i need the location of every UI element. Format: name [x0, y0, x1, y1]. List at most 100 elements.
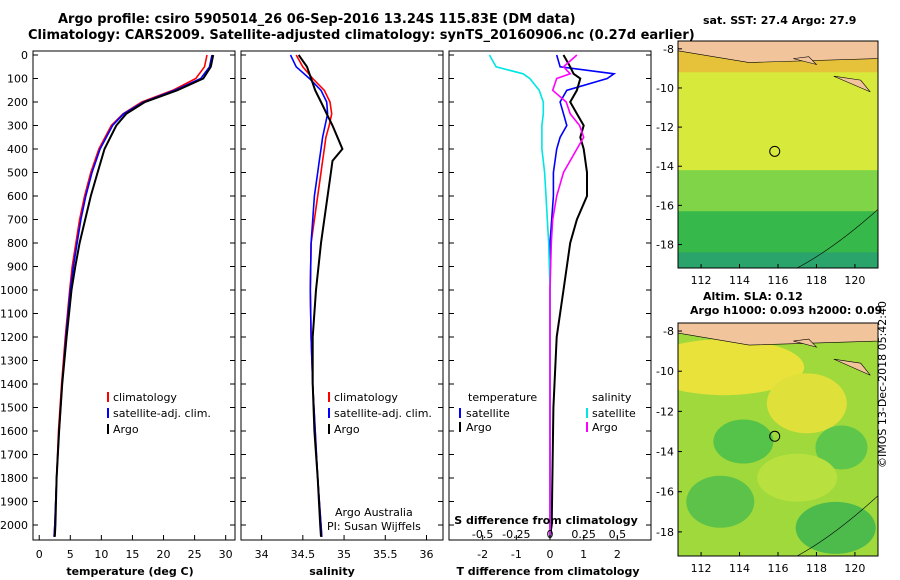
- map-lon-tick-label: 118: [806, 562, 827, 575]
- map-lat-tick-label: -10: [656, 82, 674, 95]
- temperature-axis-tick-label: 15: [125, 548, 139, 561]
- map-lon-tick-label: 112: [691, 562, 712, 575]
- salinity-difference-tick-label: 0: [547, 528, 554, 541]
- sla-low: [713, 419, 774, 464]
- temperature-legend-label: Argo: [113, 423, 139, 436]
- map-lon-tick-label: 114: [729, 562, 750, 575]
- salinity-line-satellite-adj--clim-: [289, 54, 329, 537]
- salinity-axis-tick-label: 36: [420, 548, 434, 561]
- land-sumbawa: [793, 56, 818, 66]
- difference-legend-left-label: Argo: [466, 421, 492, 434]
- difference-legend-right-label: satellite: [592, 407, 636, 420]
- temperature-difference-axis-tick-label: -2: [477, 548, 488, 561]
- depth-tick-label: 1900: [0, 496, 28, 509]
- temperature-panel: [32, 50, 236, 541]
- depth-tick-label: 400: [7, 143, 28, 156]
- map-lat-tick-label: -8: [663, 43, 674, 56]
- land-sumbawa: [793, 338, 818, 348]
- sla-mid: [757, 453, 838, 502]
- temperature-difference-axis-tick-label: 1: [580, 548, 587, 561]
- temperature-legend-label: climatology: [113, 391, 177, 404]
- sla-low: [795, 501, 876, 554]
- map-lat-tick-label: -16: [656, 199, 674, 212]
- salinity-axis-title: salinity: [309, 565, 355, 578]
- salinity-legend-label: satellite-adj. clim.: [334, 407, 432, 420]
- depth-tick-label: 300: [7, 120, 28, 133]
- depth-tick-label: 1700: [0, 449, 28, 462]
- map-lon-tick-label: 120: [844, 562, 865, 575]
- sst-map-title: sat. SST: 27.4 Argo: 27.9: [703, 14, 857, 27]
- salinity-difference-tick-label: 0.5: [609, 528, 627, 541]
- difference-line-s-satellite: [488, 54, 551, 537]
- depth-tick-label: 1400: [0, 378, 28, 391]
- depth-tick-label: 1500: [0, 402, 28, 415]
- depth-tick-label: 1300: [0, 355, 28, 368]
- temperature-line-climatology: [53, 54, 208, 537]
- salinity-axis-tick-label: 35: [337, 548, 351, 561]
- land-java: [678, 323, 878, 346]
- temperature-axis-tick-label: 20: [157, 548, 171, 561]
- temperature-axis-tick-label: 0: [36, 548, 43, 561]
- temperature-axis-tick-label: 10: [94, 548, 108, 561]
- temperature-difference-axis-title: T difference from climatology: [456, 565, 639, 578]
- temperature-legend-label: satellite-adj. clim.: [113, 407, 211, 420]
- temperature-axis-tick-label: 25: [188, 548, 202, 561]
- map-lon-tick-label: 120: [844, 274, 865, 287]
- map-lat-tick-label: -18: [656, 239, 674, 252]
- depth-tick-label: 0: [21, 49, 28, 62]
- credit-argo-australia: Argo Australia: [335, 506, 413, 519]
- plot-title-line1: Argo profile: csiro 5905014_26 06-Sep-20…: [58, 12, 576, 27]
- map-lon-tick-label: 116: [768, 274, 789, 287]
- temperature-axis-title: temperature (deg C): [66, 565, 193, 578]
- difference-line-t-satellite: [549, 54, 617, 537]
- depth-tick-label: 800: [7, 237, 28, 250]
- argo-float-marker: [769, 430, 781, 442]
- map-lat-tick-label: -10: [656, 365, 674, 378]
- land-sumba: [833, 358, 871, 376]
- salinity-axis-tick-label: 34.5: [291, 548, 316, 561]
- sla-map-area: [678, 323, 878, 556]
- depth-tick-label: 1000: [0, 284, 28, 297]
- depth-tick-label: 200: [7, 96, 28, 109]
- depth-tick-label: 500: [7, 167, 28, 180]
- map-lat-tick-label: -16: [656, 486, 674, 499]
- map-lon-tick-label: 114: [729, 274, 750, 287]
- depth-tick-label: 1600: [0, 425, 28, 438]
- difference-legend-right-title: salinity: [592, 391, 632, 404]
- depth-tick-label: 600: [7, 190, 28, 203]
- sla-map-title-line2: Argo h1000: 0.093 h2000: 0.09: [690, 304, 883, 317]
- map-lat-tick-label: -8: [663, 325, 674, 338]
- difference-legend-right-label: Argo: [592, 421, 618, 434]
- depth-tick-label: 700: [7, 214, 28, 227]
- salinity-axis-tick-label: 35.5: [373, 548, 398, 561]
- map-lat-tick-label: -14: [656, 446, 674, 459]
- sla-map-title-line1: Altim. SLA: 0.12: [703, 290, 803, 303]
- depth-tick-label: 900: [7, 261, 28, 274]
- depth-tick-label: 2000: [0, 519, 28, 532]
- salinity-line-climatology: [295, 54, 333, 537]
- sla-high: [678, 339, 805, 396]
- difference-line-t-argo: [549, 54, 588, 537]
- salinity-legend-label: Argo: [334, 423, 360, 436]
- map-lat-tick-label: -12: [656, 121, 674, 134]
- credit-pi: PI: Susan Wijffels: [327, 520, 421, 533]
- depth-tick-label: 1800: [0, 472, 28, 485]
- land-sumba: [833, 75, 871, 93]
- salinity-difference-axis-title: S difference from climatology: [454, 514, 638, 527]
- sla-low: [686, 475, 755, 528]
- salinity-line-argo: [297, 54, 344, 537]
- sst-map-area: [678, 41, 878, 268]
- argo-float-marker: [769, 145, 781, 157]
- depth-tick-label: 100: [7, 73, 28, 86]
- difference-legend-left-title: temperature: [468, 391, 537, 404]
- map-lat-tick-label: -14: [656, 160, 674, 173]
- temperature-line-satellite-adj--clim-: [53, 54, 213, 537]
- map-lon-tick-label: 116: [768, 562, 789, 575]
- temperature-axis-tick-label: 30: [219, 548, 233, 561]
- temperature-difference-axis-tick-label: -1: [511, 548, 522, 561]
- land-java: [678, 41, 878, 63]
- plot-title-line2: Climatology: CARS2009. Satellite-adjuste…: [28, 28, 695, 43]
- map-lon-tick-label: 118: [806, 274, 827, 287]
- temperature-line-argo: [53, 54, 215, 537]
